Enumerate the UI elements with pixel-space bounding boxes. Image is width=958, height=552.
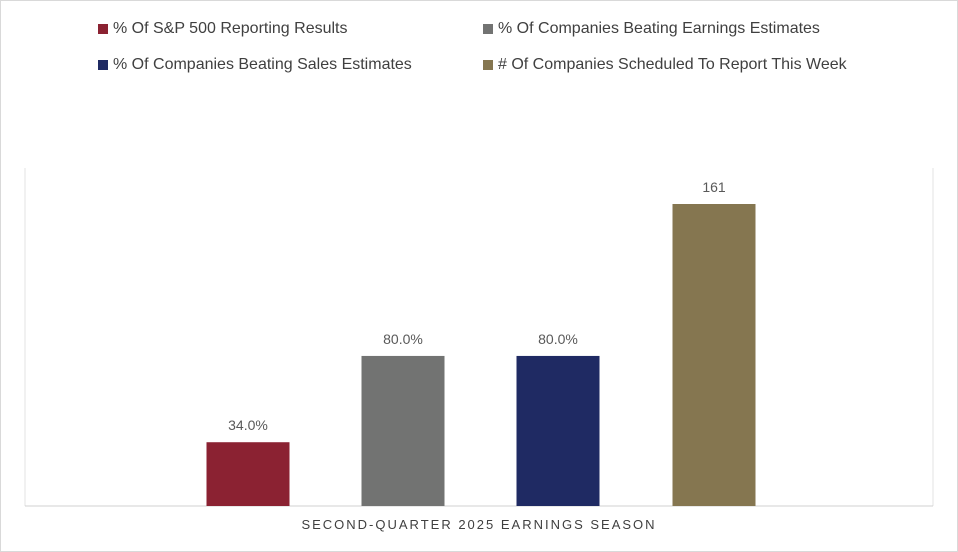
data-label-beating-earnings: 80.0% (383, 331, 423, 347)
data-label-scheduled: 161 (702, 179, 726, 195)
legend-label-scheduled: # Of Companies Scheduled To Report This … (498, 56, 847, 73)
bar-scheduled (672, 204, 756, 506)
legend-label-beating-earnings: % Of Companies Beating Earnings Estimate… (498, 20, 820, 37)
legend-item-scheduled: # Of Companies Scheduled To Report This … (483, 56, 847, 74)
data-label-beating-sales: 80.0% (538, 331, 578, 347)
legend-swatch-scheduled (483, 60, 493, 70)
legend-swatch-reporting (98, 24, 108, 34)
legend-label-beating-sales: % Of Companies Beating Sales Estimates (113, 56, 412, 73)
legend-item-reporting: % Of S&P 500 Reporting Results (98, 20, 348, 38)
legend-swatch-beating-sales (98, 60, 108, 70)
data-label-reporting: 34.0% (228, 417, 268, 433)
bar-reporting (206, 442, 290, 506)
legend: % Of S&P 500 Reporting Results % Of Comp… (98, 20, 918, 80)
legend-item-beating-sales: % Of Companies Beating Sales Estimates (98, 56, 412, 74)
bar-beating-earnings (361, 355, 445, 506)
legend-label-reporting: % Of S&P 500 Reporting Results (113, 20, 348, 37)
legend-swatch-beating-earnings (483, 24, 493, 34)
bar-beating-sales (516, 355, 600, 506)
x-axis-title: SECOND-QUARTER 2025 EARNINGS SEASON (301, 517, 657, 532)
legend-item-beating-earnings: % Of Companies Beating Earnings Estimate… (483, 20, 820, 38)
